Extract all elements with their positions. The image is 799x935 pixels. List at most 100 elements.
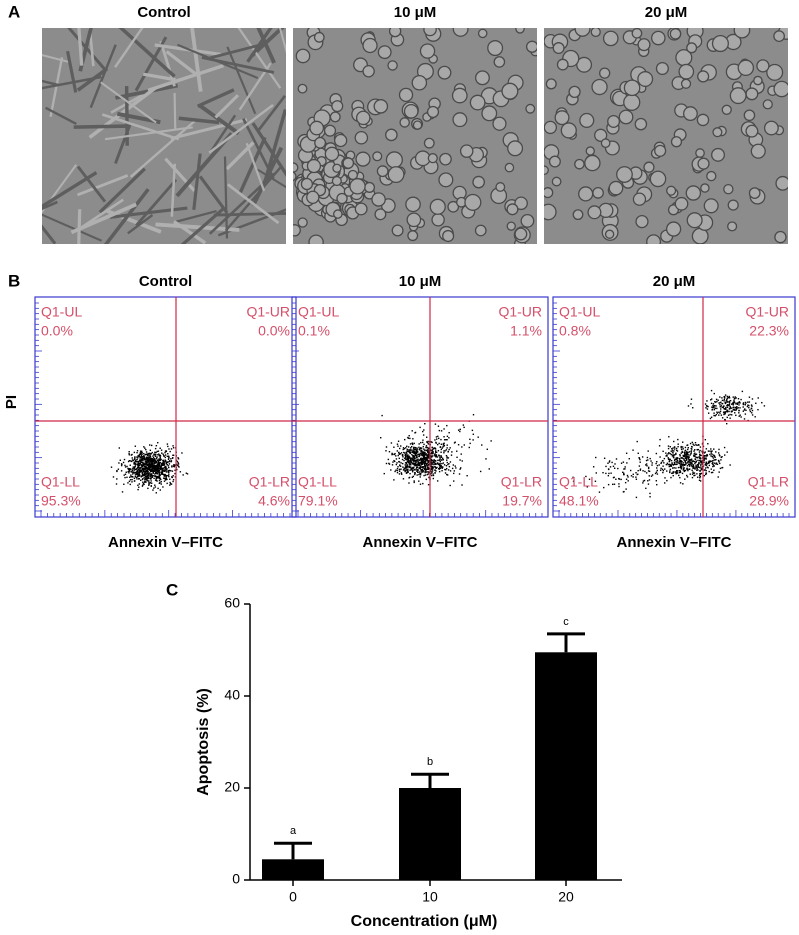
event-dot: [676, 457, 679, 459]
event-dot: [415, 457, 418, 459]
event-dot: [418, 449, 421, 451]
event-dot: [680, 460, 682, 462]
event-dot: [645, 459, 648, 462]
event-dot: [648, 479, 651, 481]
event-dot: [432, 474, 435, 477]
event-dot: [469, 442, 471, 445]
event-dot: [148, 465, 150, 468]
event-dot: [443, 442, 445, 444]
event-dot: [738, 401, 741, 403]
y-axis-label: PI: [3, 395, 20, 409]
event-dot: [636, 440, 638, 443]
cell: [556, 58, 569, 71]
event-dot: [128, 452, 130, 455]
cell: [347, 169, 358, 181]
bar: [262, 859, 324, 880]
event-dot: [393, 479, 395, 481]
event-dot: [170, 460, 172, 463]
event-dot: [609, 466, 612, 468]
event-dot: [116, 470, 118, 473]
event-dot: [435, 441, 437, 444]
event-dot: [405, 447, 407, 449]
event-dot: [144, 461, 146, 463]
event-dot: [680, 468, 682, 470]
cell: [544, 120, 558, 135]
event-dot: [424, 460, 426, 463]
event-dot: [398, 447, 401, 450]
event-dot: [171, 465, 173, 467]
cell-process: [196, 88, 235, 108]
event-dot: [424, 451, 426, 454]
event-dot: [138, 453, 141, 456]
event-dot: [684, 455, 686, 458]
event-dot: [391, 452, 393, 455]
event-dot: [128, 470, 130, 472]
event-dot: [405, 467, 407, 469]
event-dot: [428, 460, 430, 463]
event-dot: [750, 407, 753, 410]
event-dot: [435, 470, 437, 472]
event-dot: [149, 465, 151, 467]
event-dot: [153, 475, 155, 477]
event-dot: [136, 469, 138, 472]
event-dot: [691, 441, 694, 444]
event-dot: [440, 448, 442, 451]
quadrant-name: Q1-LR: [501, 474, 542, 490]
plot-title: 20 μM: [653, 273, 696, 290]
event-dot: [150, 462, 153, 464]
event-dot: [703, 454, 705, 457]
event-dot: [646, 456, 649, 459]
event-dot: [140, 463, 142, 466]
event-dot: [404, 456, 407, 458]
event-dot: [734, 412, 736, 414]
event-dot: [150, 485, 152, 487]
cell: [632, 192, 647, 206]
event-dot: [422, 454, 424, 456]
cell-process: [100, 81, 157, 124]
event-dot: [415, 456, 418, 458]
event-dot: [167, 455, 170, 457]
event-dot: [656, 460, 658, 463]
event-dot: [158, 469, 161, 472]
event-dot: [152, 471, 154, 474]
event-dot: [385, 450, 387, 452]
event-dot: [123, 483, 125, 485]
event-dot: [677, 462, 680, 464]
event-dot: [430, 452, 432, 455]
cell: [727, 221, 738, 232]
event-dot: [151, 463, 153, 466]
event-dot: [715, 462, 718, 464]
event-dot: [723, 398, 726, 401]
cell: [495, 182, 506, 192]
event-dot: [409, 459, 412, 461]
event-dot: [411, 457, 413, 460]
event-dot: [417, 460, 419, 463]
event-dot: [682, 467, 684, 469]
event-dot: [147, 487, 149, 490]
event-dot: [676, 471, 678, 473]
event-dot: [417, 463, 420, 465]
event-dot: [413, 462, 415, 464]
event-dot: [682, 441, 684, 443]
event-dot: [406, 468, 408, 470]
event-dot: [138, 478, 140, 480]
event-dot: [717, 459, 720, 462]
event-dot: [642, 480, 645, 482]
event-dot: [160, 465, 162, 468]
cell-process: [88, 86, 157, 139]
event-dot: [710, 452, 712, 454]
event-dot: [477, 436, 479, 438]
event-dot: [705, 472, 707, 474]
cell-process: [89, 44, 117, 109]
event-dot: [142, 475, 144, 477]
event-dot: [414, 464, 417, 467]
cell: [300, 177, 314, 191]
event-dot: [407, 460, 409, 462]
event-dot: [724, 412, 726, 415]
quadrant-value: 0.0%: [41, 323, 73, 339]
event-dot: [598, 491, 601, 493]
event-dot: [690, 398, 693, 400]
event-dot: [138, 469, 141, 471]
event-dot: [710, 402, 713, 405]
event-dot: [441, 462, 443, 465]
